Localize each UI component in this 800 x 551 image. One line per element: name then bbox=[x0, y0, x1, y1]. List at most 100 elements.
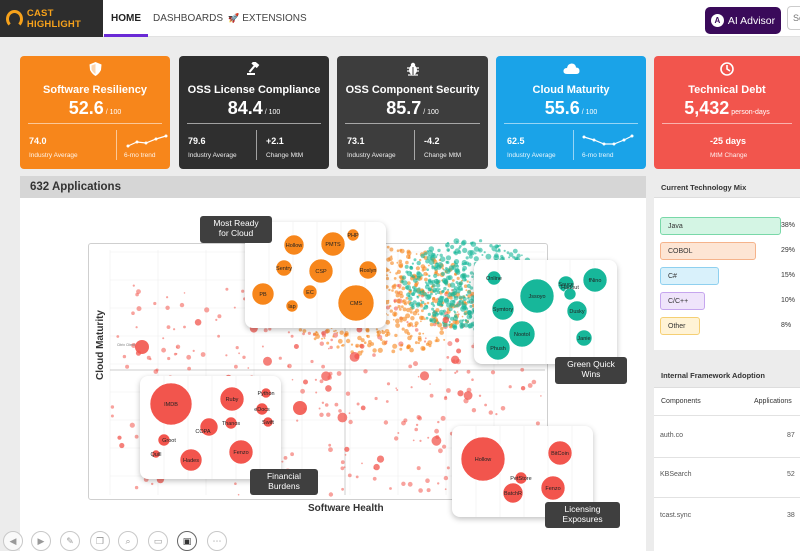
kpi-industry-average: 73.1 bbox=[347, 136, 365, 146]
app-bubble[interactable] bbox=[514, 471, 528, 485]
app-bubble[interactable] bbox=[460, 436, 506, 482]
clock-icon bbox=[654, 62, 800, 79]
tech-mix-label: Java bbox=[668, 223, 683, 230]
search-input[interactable] bbox=[787, 6, 800, 30]
app-bubble[interactable] bbox=[337, 284, 375, 322]
app-bubble[interactable] bbox=[308, 258, 334, 284]
app-bubble-label: IMDB bbox=[164, 402, 178, 408]
cluster-licensing-exposures[interactable]: Hollow BitCoin PetStore BatchR Fenzo bbox=[452, 426, 593, 517]
app-bubble[interactable] bbox=[563, 287, 577, 301]
tech-mix-row[interactable]: Java bbox=[660, 217, 781, 235]
more-icon[interactable]: ⋯ bbox=[207, 531, 227, 551]
app-bubble-label: PHP bbox=[347, 233, 359, 239]
kpi-industry-average: 79.6 bbox=[188, 136, 206, 146]
framework-count: 87 bbox=[787, 432, 795, 439]
app-bubble[interactable] bbox=[151, 449, 161, 459]
app-bubble-label: Jssoyo bbox=[528, 294, 545, 300]
app-bubble[interactable] bbox=[485, 335, 511, 361]
app-bubble[interactable] bbox=[199, 417, 219, 437]
kpi-card-oss-security[interactable]: OSS Component Security 85.7/ 100 73.1 In… bbox=[337, 56, 488, 169]
kpi-vertical-divider bbox=[116, 130, 117, 160]
pen-icon[interactable]: ✎ bbox=[60, 531, 80, 551]
nav-dashboards[interactable]: DASHBOARDS ▼ bbox=[153, 0, 234, 37]
app-bubble[interactable] bbox=[519, 278, 555, 314]
table-row[interactable]: tcast.sync 38 bbox=[660, 512, 800, 519]
app-bubble[interactable] bbox=[224, 416, 238, 430]
app-bubble[interactable] bbox=[358, 260, 378, 280]
tech-mix-row[interactable]: C# bbox=[660, 267, 719, 285]
app-bubble[interactable] bbox=[262, 416, 274, 428]
app-bubble[interactable] bbox=[219, 386, 245, 412]
app-bubble[interactable] bbox=[566, 300, 588, 322]
kpi-unit: / 100 bbox=[423, 109, 439, 116]
kpi-change-label: Change MtM bbox=[266, 152, 304, 159]
tag-label: Most Ready for Cloud bbox=[213, 218, 259, 238]
kpi-value-number: 55.6 bbox=[544, 98, 580, 118]
app-bubble[interactable] bbox=[575, 329, 593, 347]
app-bubble[interactable] bbox=[157, 433, 171, 447]
cluster-financial-burdens[interactable]: IMDB Ruby Python Thanos COPA eDocs Swift Groot Q… bbox=[140, 376, 281, 479]
cluster-green-quick-wins[interactable]: Online Jssoyo Sauce Symtory Hadout fNino Nooto… bbox=[474, 260, 617, 364]
kpi-card-oss-license[interactable]: OSS License Compliance 84.4/ 100 79.6 In… bbox=[179, 56, 329, 169]
kpi-card-software-resiliency[interactable]: Software Resiliency 52.6/ 100 74.0 Indus… bbox=[20, 56, 170, 169]
ai-advisor-button[interactable]: A AI Advisor bbox=[705, 7, 781, 34]
kpi-industry-average: 62.5 bbox=[507, 136, 525, 146]
app-bubble[interactable] bbox=[320, 231, 346, 257]
kpi-title: Cloud Maturity bbox=[532, 84, 610, 96]
kpi-card-technical-debt[interactable]: Technical Debt 5,432 person-days -25 days… bbox=[654, 56, 800, 169]
tag-label: Licensing Exposures bbox=[562, 504, 603, 524]
app-bubble-label: Sauce bbox=[558, 282, 574, 288]
app-bubble[interactable] bbox=[255, 402, 269, 416]
app-bubble[interactable] bbox=[251, 282, 275, 306]
app-bubble-label: Dusky bbox=[569, 309, 585, 315]
app-bubble[interactable] bbox=[508, 320, 536, 348]
app-bubble[interactable] bbox=[346, 228, 360, 242]
kpi-value: 55.6/ 100 bbox=[496, 98, 646, 119]
tech-mix-row[interactable]: C/C++ bbox=[660, 292, 705, 310]
previous-icon[interactable]: ◀ bbox=[3, 531, 23, 551]
next-icon[interactable]: ▶ bbox=[31, 531, 51, 551]
kpi-card-cloud-maturity[interactable]: Cloud Maturity 55.6/ 100 62.5 Industry A… bbox=[496, 56, 646, 169]
app-bubble[interactable] bbox=[260, 387, 272, 399]
app-bubble[interactable] bbox=[283, 234, 305, 256]
app-bubble[interactable] bbox=[179, 448, 203, 472]
app-bubble[interactable] bbox=[275, 259, 293, 277]
tech-mix-percent: 15% bbox=[781, 272, 796, 279]
app-logo[interactable]: CAST HIGHLIGHT bbox=[0, 0, 103, 37]
top-nav-bar bbox=[0, 0, 800, 37]
app-bubble[interactable] bbox=[228, 439, 254, 465]
app-bubble-label: Roslyn bbox=[360, 268, 377, 274]
app-bubble-label: BatchR bbox=[504, 491, 522, 497]
tech-mix-percent: 38% bbox=[781, 222, 796, 229]
app-bubble[interactable] bbox=[486, 270, 502, 286]
app-bubble[interactable] bbox=[285, 299, 299, 313]
app-bubble[interactable] bbox=[582, 267, 608, 293]
framework-count: 52 bbox=[787, 471, 795, 478]
divider bbox=[654, 457, 800, 458]
table-row[interactable]: KBSearch 52 bbox=[660, 471, 800, 478]
table-row[interactable]: auth.co 87 bbox=[660, 432, 800, 439]
app-bubble[interactable] bbox=[547, 440, 573, 466]
app-bubble-label: Hollow bbox=[286, 243, 303, 249]
app-bubble-label: PB bbox=[259, 292, 267, 298]
camera-icon[interactable]: ▣ bbox=[177, 531, 197, 551]
subtitles-icon[interactable]: ▭ bbox=[148, 531, 168, 551]
app-bubble[interactable] bbox=[540, 475, 566, 501]
tech-mix-row[interactable]: Other bbox=[660, 317, 700, 335]
copy-icon[interactable]: ❐ bbox=[90, 531, 110, 551]
app-bubble[interactable] bbox=[491, 297, 515, 321]
framework-name: auth.co bbox=[660, 432, 683, 439]
tag-financial-burdens[interactable]: Financial Burdens bbox=[250, 469, 318, 495]
tag-most-ready-for-cloud[interactable]: Most Ready for Cloud bbox=[200, 216, 272, 243]
tag-green-quick-wins[interactable]: Green Quick Wins bbox=[555, 357, 627, 384]
zoom-icon[interactable]: ⌕ bbox=[118, 531, 138, 551]
app-bubble-label: Swift bbox=[262, 420, 274, 426]
nav-home[interactable]: HOME bbox=[111, 13, 141, 24]
tech-mix-row[interactable]: COBOL bbox=[660, 242, 756, 260]
app-bubble[interactable] bbox=[302, 284, 318, 300]
tag-licensing-exposures[interactable]: Licensing Exposures bbox=[545, 502, 620, 528]
app-bubble[interactable] bbox=[502, 482, 524, 504]
app-bubble[interactable] bbox=[149, 382, 193, 426]
nav-extensions[interactable]: 🚀 EXTENSIONS bbox=[228, 0, 307, 37]
app-bubble-label: COPA bbox=[195, 429, 211, 435]
